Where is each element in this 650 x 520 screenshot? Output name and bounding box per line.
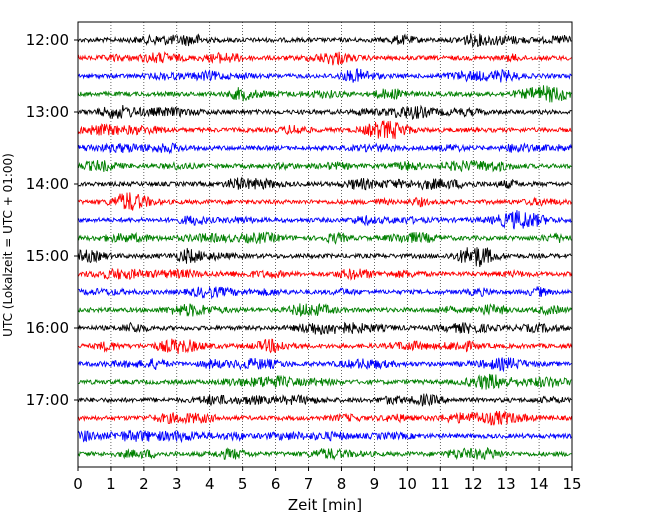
trace-1430 [78, 210, 572, 230]
y-tick-label: 15:00 [26, 247, 69, 265]
x-axis-ticks: 0 1 2 3 4 5 6 7 8 9 10 11 12 13 14 15 [73, 467, 582, 493]
plot-frame [77, 21, 573, 468]
trace-1715 [77, 410, 572, 426]
trace-1315 [77, 120, 572, 140]
y-axis-label: UTC (Lokalzeit = UTC + 01:00) [1, 153, 15, 337]
x-tick-label: 2 [139, 475, 149, 493]
x-tick-label: 11 [431, 475, 450, 493]
trace-1445 [77, 231, 572, 245]
y-tick-label: 12:00 [26, 31, 69, 49]
trace-1630 [77, 357, 572, 373]
x-tick-label: 13 [497, 475, 516, 493]
y-tick-label: 14:00 [26, 175, 69, 193]
y-tick-label: 17:00 [26, 391, 69, 409]
trace-1215 [77, 51, 572, 66]
y-tick-label: 13:00 [26, 103, 69, 121]
x-tick-label: 4 [205, 475, 215, 493]
y-axis-ticks: 12:00 13:00 14:00 15:00 16:00 17:00 [26, 31, 78, 409]
x-tick-label: 3 [172, 475, 182, 493]
trace-1345 [77, 160, 572, 173]
trace-1515 [77, 267, 572, 281]
seismogram-traces [77, 33, 572, 461]
x-tick-label: 10 [398, 475, 417, 493]
trace-1415 [77, 192, 572, 211]
x-tick-label: 12 [464, 475, 483, 493]
x-tick-label: 14 [530, 475, 549, 493]
trace-1700 [77, 392, 572, 407]
trace-1600 [77, 321, 572, 335]
trace-1730 [77, 429, 572, 444]
x-tick-label: 5 [238, 475, 248, 493]
trace-1400 [77, 176, 572, 191]
trace-1545 [77, 302, 572, 318]
x-tick-label: 7 [304, 475, 314, 493]
x-tick-label: 8 [337, 475, 347, 493]
x-tick-label: 15 [562, 475, 581, 493]
trace-1615 [77, 338, 572, 354]
trace-1230 [77, 68, 572, 83]
x-axis-label: Zeit [min] [288, 496, 362, 514]
x-tick-label: 9 [370, 475, 380, 493]
vertical-gridlines [110, 22, 540, 467]
trace-1330 [77, 142, 572, 155]
x-tick-label: 0 [73, 475, 83, 493]
x-tick-label: 6 [271, 475, 281, 493]
trace-1745 [77, 446, 572, 461]
trace-1500 [77, 247, 572, 267]
trace-1530 [77, 286, 572, 300]
trace-1300 [77, 104, 572, 120]
trace-1645 [77, 373, 572, 390]
y-tick-label: 16:00 [26, 319, 69, 337]
trace-1245 [77, 85, 572, 103]
x-tick-label: 1 [106, 475, 116, 493]
trace-1200 [77, 33, 572, 49]
